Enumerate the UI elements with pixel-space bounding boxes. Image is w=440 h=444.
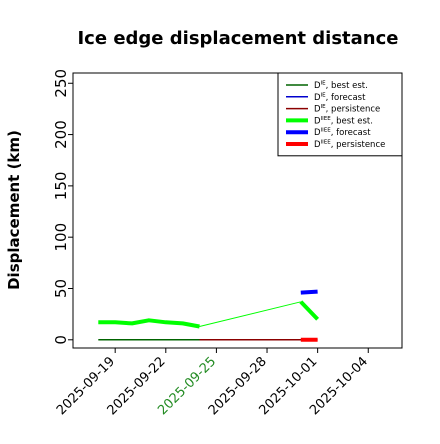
legend-label: DIIEE, forecast (314, 128, 371, 139)
y-tick-label: 250 (52, 69, 70, 98)
legend-label: DIE, forecast (314, 92, 366, 103)
y-tick-label: 50 (52, 279, 70, 298)
series-line (98, 318, 200, 329)
y-tick-label: 0 (52, 335, 70, 345)
legend-label: DIE, best est. (314, 81, 368, 92)
y-tick-label: 100 (52, 223, 70, 252)
series-line (299, 300, 320, 321)
series-line (300, 289, 318, 295)
legend-label: DIIEE, persistence (314, 140, 385, 151)
legend-label: DIIEE, best est. (314, 116, 373, 127)
series-line (199, 301, 301, 327)
legend-label: DIE, persistence (314, 104, 380, 115)
y-tick-label: 200 (52, 120, 70, 149)
y-axis-label: Displacement (km) (5, 130, 23, 290)
chart-title: Ice edge displacement distance (77, 28, 398, 49)
plot-frame (72, 72, 403, 349)
y-tick-label: 150 (52, 172, 70, 201)
